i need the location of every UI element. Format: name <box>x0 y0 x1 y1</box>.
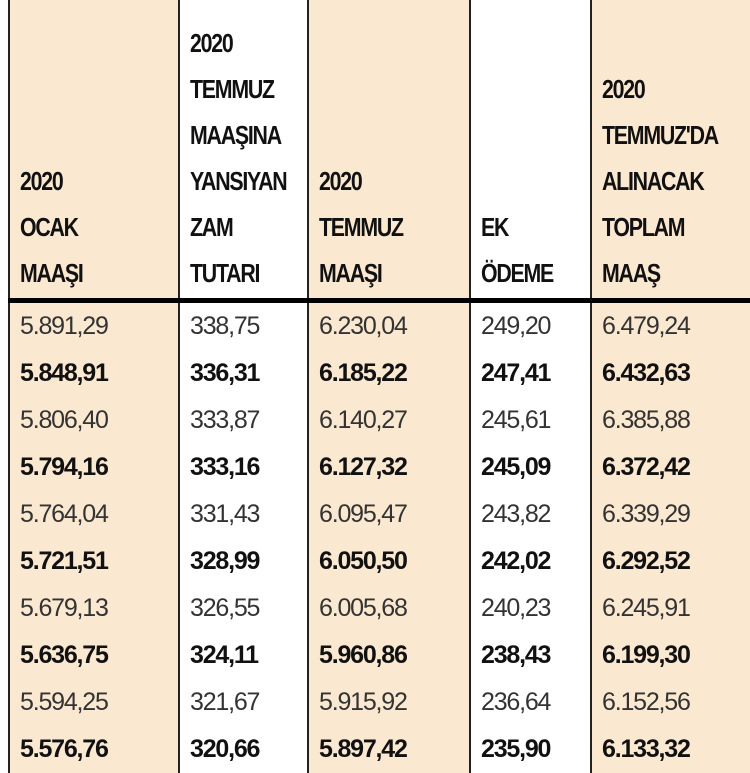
cell-temmuz-maasi: 6.095,47 <box>307 491 470 538</box>
header-ek-odeme: EK ÖDEME <box>469 0 591 301</box>
cell-ocak-maasi: 5.848,91 <box>8 350 179 397</box>
cell-zam-tutari: 328,99 <box>178 538 308 585</box>
cell-ocak-maasi: 5.794,16 <box>8 444 179 491</box>
cell-toplam-maas: 6.339,29 <box>590 491 750 538</box>
cell-toplam-maas: 6.432,63 <box>590 350 750 397</box>
cell-zam-tutari: 320,66 <box>178 726 308 773</box>
table-row: 5.794,16 333,16 6.127,32 245,09 6.372,42 <box>8 444 750 491</box>
cell-ocak-maasi: 5.891,29 <box>8 300 179 350</box>
cell-ek-odeme: 243,82 <box>469 491 591 538</box>
cell-ek-odeme: 245,09 <box>469 444 591 491</box>
salary-table: 2020 OCAK MAAŞI 2020 TEMMUZ MAAŞINA YANS… <box>8 0 750 773</box>
cell-ek-odeme: 238,43 <box>469 632 591 679</box>
table-row: 5.576,76 320,66 5.897,42 235,90 6.133,32 <box>8 726 750 773</box>
cell-zam-tutari: 333,16 <box>178 444 308 491</box>
header-label: 2020 OCAK MAAŞI <box>20 166 84 288</box>
cell-ek-odeme: 240,23 <box>469 585 591 632</box>
cell-toplam-maas: 6.372,42 <box>590 444 750 491</box>
cell-temmuz-maasi: 6.127,32 <box>307 444 470 491</box>
cell-ocak-maasi: 5.721,51 <box>8 538 179 585</box>
cell-zam-tutari: 333,87 <box>178 397 308 444</box>
header-toplam-maas: 2020 TEMMUZ'DA ALINACAK TOPLAM MAAŞ <box>590 0 750 301</box>
cell-ek-odeme: 247,41 <box>469 350 591 397</box>
cell-toplam-maas: 6.479,24 <box>590 300 750 350</box>
cell-ek-odeme: 236,64 <box>469 679 591 726</box>
table-row: 5.721,51 328,99 6.050,50 242,02 6.292,52 <box>8 538 750 585</box>
header-zam-tutari: 2020 TEMMUZ MAAŞINA YANSIYAN ZAM TUTARI <box>178 0 308 301</box>
header-label: 2020 TEMMUZ MAAŞI <box>319 166 404 288</box>
table-row: 5.679,13 326,55 6.005,68 240,23 6.245,91 <box>8 585 750 632</box>
cell-temmuz-maasi: 6.230,04 <box>307 300 470 350</box>
cell-temmuz-maasi: 6.005,68 <box>307 585 470 632</box>
cell-ocak-maasi: 5.806,40 <box>8 397 179 444</box>
cell-ek-odeme: 242,02 <box>469 538 591 585</box>
cell-toplam-maas: 6.133,32 <box>590 726 750 773</box>
header-ocak-maasi: 2020 OCAK MAAŞI <box>8 0 179 301</box>
table-row: 5.594,25 321,67 5.915,92 236,64 6.152,56 <box>8 679 750 726</box>
cell-ocak-maasi: 5.764,04 <box>8 491 179 538</box>
header-row: 2020 OCAK MAAŞI 2020 TEMMUZ MAAŞINA YANS… <box>8 0 750 301</box>
cell-ek-odeme: 235,90 <box>469 726 591 773</box>
cell-temmuz-maasi: 6.140,27 <box>307 397 470 444</box>
cell-toplam-maas: 6.152,56 <box>590 679 750 726</box>
cell-temmuz-maasi: 5.897,42 <box>307 726 470 773</box>
header-label: 2020 TEMMUZ'DA ALINACAK TOPLAM MAAŞ <box>602 74 719 288</box>
header-label: 2020 TEMMUZ MAAŞINA YANSIYAN ZAM TUTARI <box>190 28 288 288</box>
cell-ek-odeme: 249,20 <box>469 300 591 350</box>
table-row: 5.764,04 331,43 6.095,47 243,82 6.339,29 <box>8 491 750 538</box>
cell-temmuz-maasi: 5.915,92 <box>307 679 470 726</box>
table-row: 5.848,91 336,31 6.185,22 247,41 6.432,63 <box>8 350 750 397</box>
cell-toplam-maas: 6.199,30 <box>590 632 750 679</box>
table-row: 5.806,40 333,87 6.140,27 245,61 6.385,88 <box>8 397 750 444</box>
table-row: 5.891,29 338,75 6.230,04 249,20 6.479,24 <box>8 300 750 350</box>
cell-zam-tutari: 326,55 <box>178 585 308 632</box>
cell-ocak-maasi: 5.576,76 <box>8 726 179 773</box>
cell-temmuz-maasi: 6.050,50 <box>307 538 470 585</box>
cell-ocak-maasi: 5.594,25 <box>8 679 179 726</box>
cell-toplam-maas: 6.245,91 <box>590 585 750 632</box>
cell-zam-tutari: 331,43 <box>178 491 308 538</box>
cell-ek-odeme: 245,61 <box>469 397 591 444</box>
header-label: EK ÖDEME <box>481 212 554 288</box>
cell-temmuz-maasi: 6.185,22 <box>307 350 470 397</box>
cell-temmuz-maasi: 5.960,86 <box>307 632 470 679</box>
cell-zam-tutari: 324,11 <box>178 632 308 679</box>
cell-zam-tutari: 336,31 <box>178 350 308 397</box>
table-row: 5.636,75 324,11 5.960,86 238,43 6.199,30 <box>8 632 750 679</box>
cell-ocak-maasi: 5.679,13 <box>8 585 179 632</box>
cell-ocak-maasi: 5.636,75 <box>8 632 179 679</box>
cell-toplam-maas: 6.385,88 <box>590 397 750 444</box>
cell-zam-tutari: 338,75 <box>178 300 308 350</box>
header-temmuz-maasi: 2020 TEMMUZ MAAŞI <box>307 0 470 301</box>
cell-toplam-maas: 6.292,52 <box>590 538 750 585</box>
cell-zam-tutari: 321,67 <box>178 679 308 726</box>
